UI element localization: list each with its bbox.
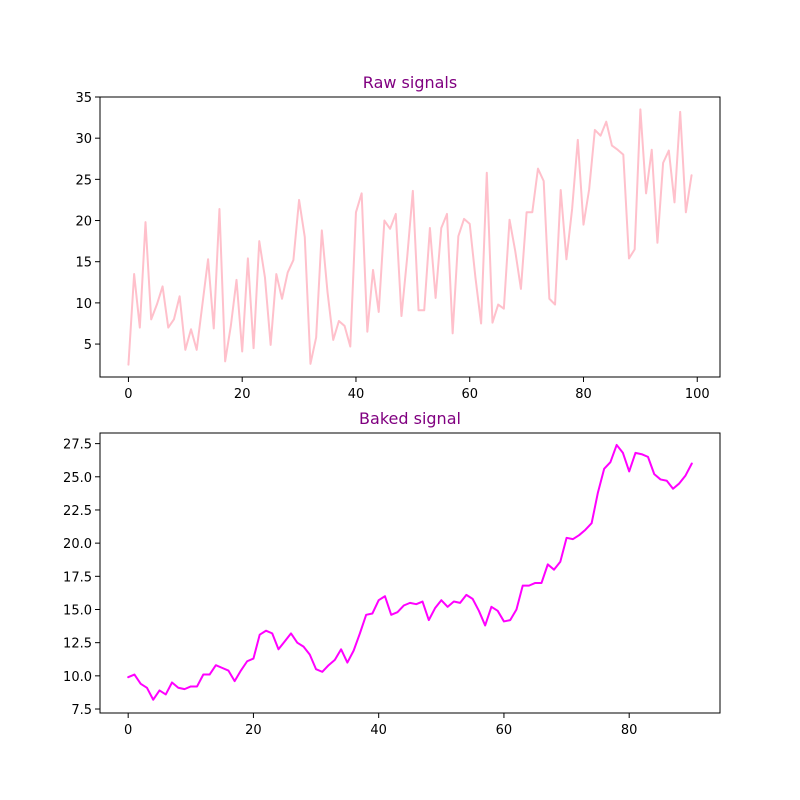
baked-signal-x-tick-label: 0 [124,723,132,738]
baked-signal-title: Baked signal [359,409,461,428]
raw-signals-y-tick-label: 30 [75,132,92,147]
raw-signals-x-tick-label: 40 [348,387,365,402]
raw-signals-y-ticks: 5 10 15 20 25 30 35 [75,91,100,353]
raw-signals-x-tick-label: 0 [124,387,132,402]
baked-signal-y-tick-label: 17.5 [63,570,92,585]
baked-signal-x-tick-label: 60 [496,723,513,738]
raw-signals-y-tick-label: 25 [75,173,92,188]
baked-signal-x-tick-label: 20 [245,723,262,738]
raw-signals-x-tick-label: 60 [461,387,478,402]
raw-signals-y-tick-label: 5 [84,338,92,353]
raw-signals-x-ticks: 0 20 40 60 80 100 [124,377,710,402]
baked-signal-y-tick-label: 22.5 [63,504,92,519]
raw-signals-x-tick-label: 20 [234,387,251,402]
raw-signals-x-tick-label: 80 [575,387,592,402]
raw-signals-line [127,108,693,366]
raw-signals-y-tick-label: 10 [75,297,92,312]
raw-signals-y-tick-label: 15 [75,256,92,271]
baked-signal-y-tick-label: 7.5 [71,703,92,718]
baked-signal-axes-frame [99,432,721,714]
baked-signal-x-tick-label: 80 [621,723,638,738]
baked-signal-y-tick-label: 20.0 [63,537,92,552]
raw-signals-x-tick-label: 100 [685,387,710,402]
baked-signal-y-tick-label: 10.0 [63,670,92,685]
baked-signal-y-tick-label: 25.0 [63,471,92,486]
raw-signals-y-tick-label: 35 [75,91,92,106]
baked-signal-y-tick-label: 15.0 [63,603,92,618]
baked-signal-y-ticks: 7.5 10.0 12.5 15.0 17.5 20.0 22.5 25.0 27.5 [63,438,100,718]
raw-signals-panel: Raw signals 0 20 40 60 80 100 5 10 15 20 25 30 35 [75,73,721,402]
raw-signals-title: Raw signals [363,73,457,92]
baked-signal-panel: Baked signal 0 20 40 60 80 7.5 10.0 12.5 15.0 17… [63,409,721,738]
raw-signals-axes-frame [99,96,721,378]
baked-signal-y-tick-label: 12.5 [63,637,92,652]
baked-signal-x-tick-label: 40 [370,723,387,738]
baked-signal-y-tick-label: 27.5 [63,438,92,453]
baked-signal-x-ticks: 0 20 40 60 80 [124,713,637,738]
baked-signal-line [127,443,693,701]
raw-signals-y-tick-label: 20 [75,215,92,230]
